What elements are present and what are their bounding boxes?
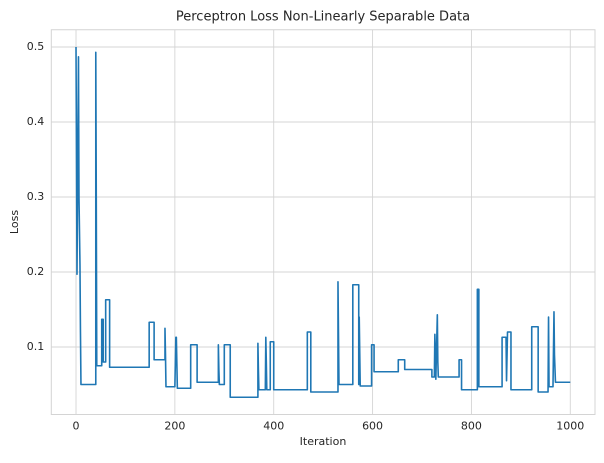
chart-title: Perceptron Loss Non-Linearly Separable D… <box>176 10 470 25</box>
x-tick-label: 800 <box>461 420 482 433</box>
plot-frame <box>50 29 596 415</box>
y-tick-label: 0.5 <box>27 40 45 53</box>
y-tick-label: 0.4 <box>27 115 45 128</box>
x-tick-label: 200 <box>164 420 185 433</box>
x-tick-label: 400 <box>263 420 284 433</box>
loss-line <box>75 46 571 399</box>
y-axis-label: Loss <box>8 210 21 234</box>
x-tick-label: 1000 <box>556 420 584 433</box>
y-tick-label: 0.1 <box>27 340 45 353</box>
x-axis-label: Iteration <box>300 435 347 448</box>
x-tick-label: 600 <box>362 420 383 433</box>
y-tick-label: 0.3 <box>27 190 45 203</box>
x-tick-label: 0 <box>73 420 80 433</box>
y-tick-label: 0.2 <box>27 265 45 278</box>
